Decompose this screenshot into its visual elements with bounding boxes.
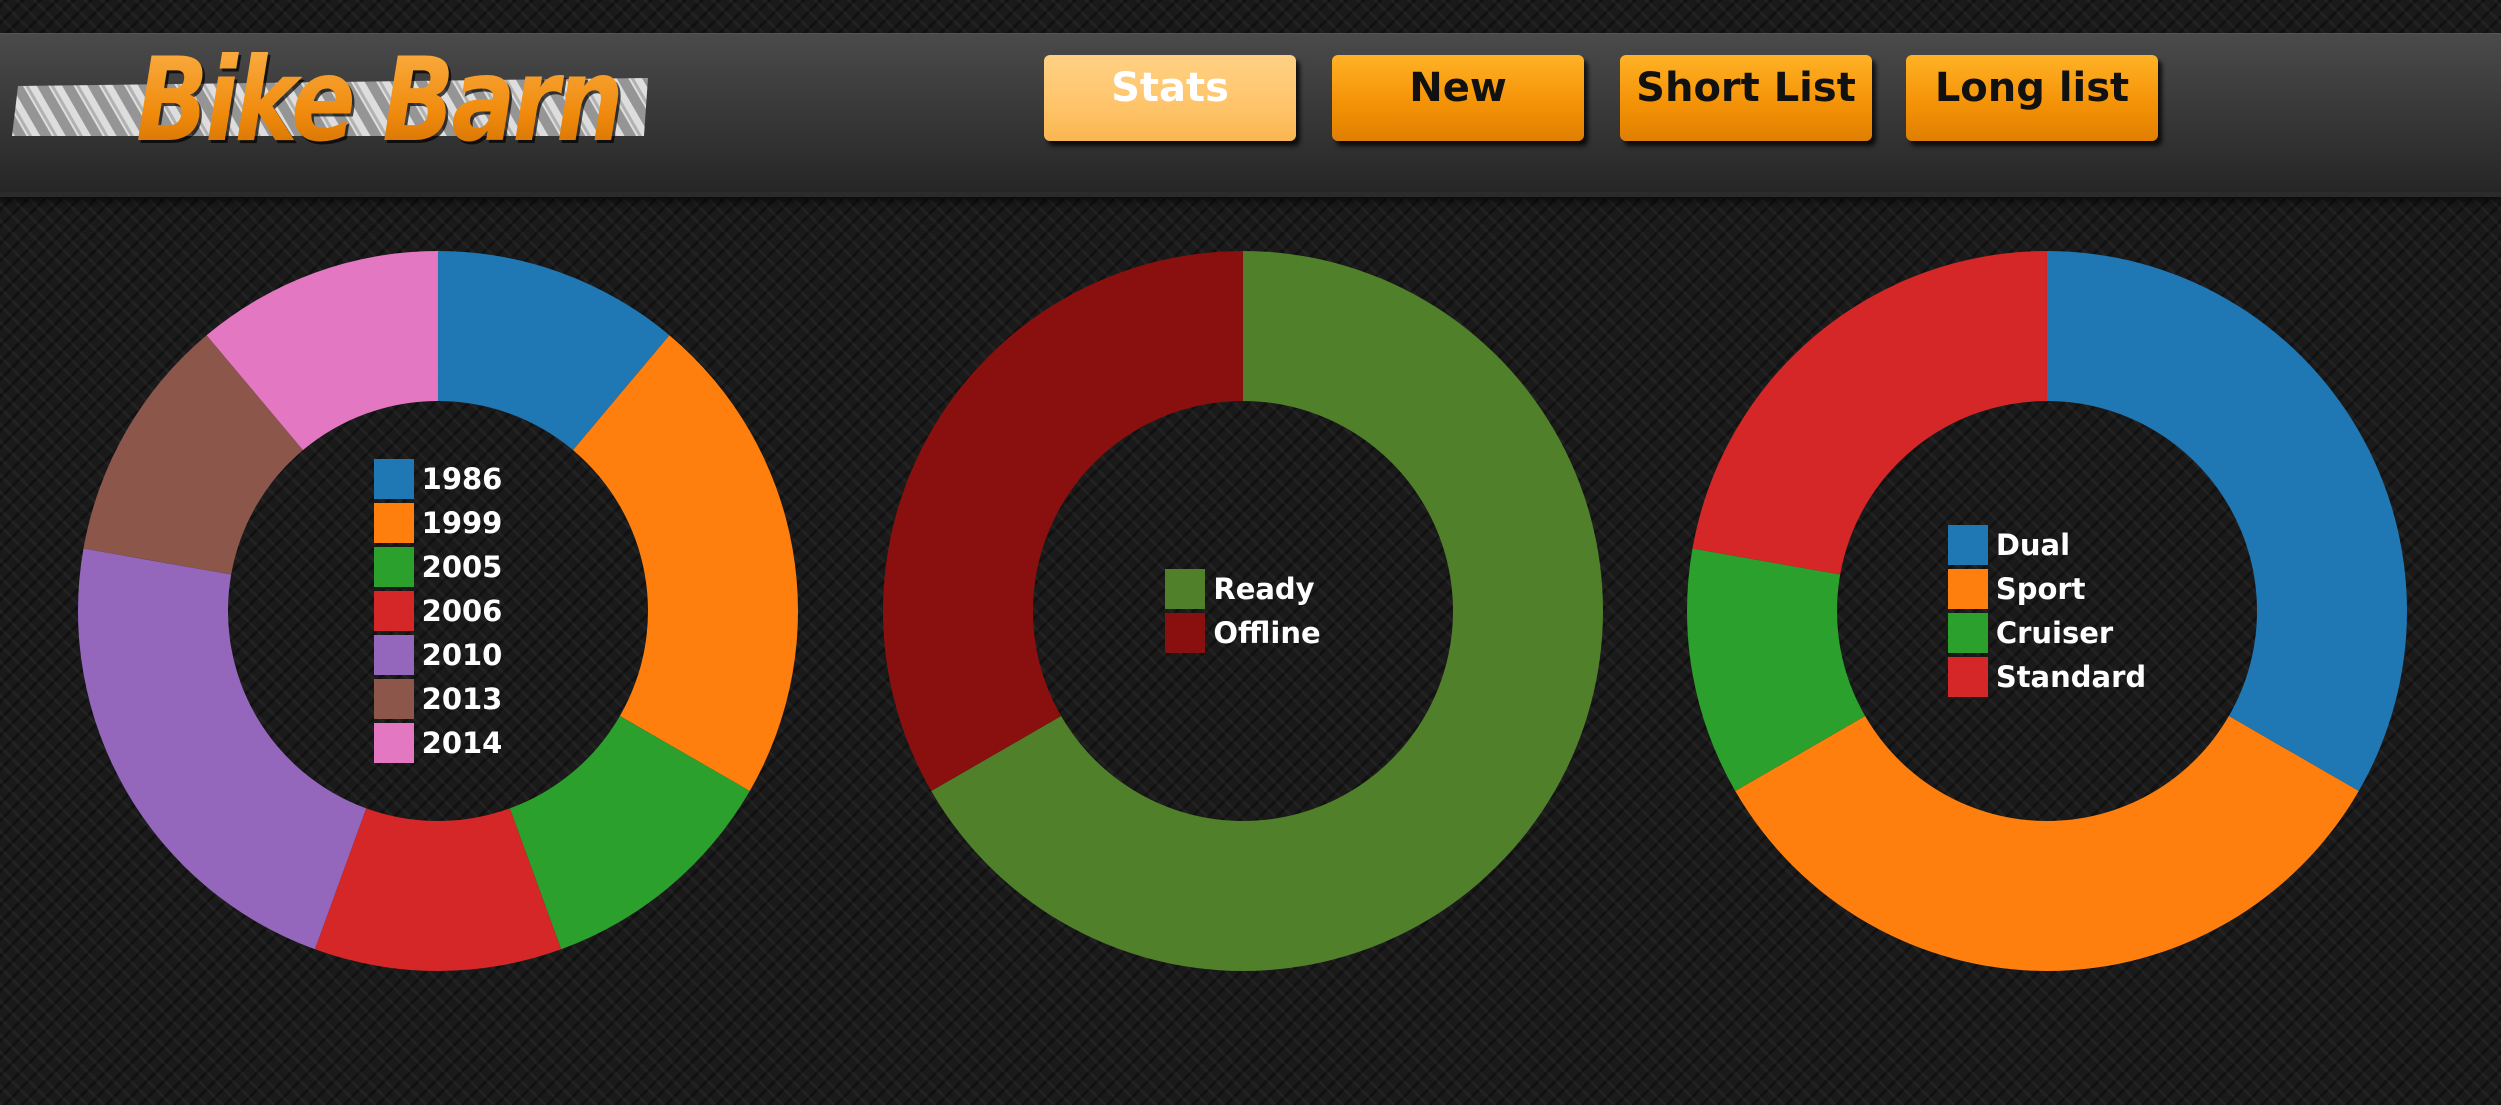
donut-slice-ready[interactable] xyxy=(931,251,1603,971)
new-tab-button[interactable]: New xyxy=(1332,55,1584,141)
donut-slice-sport[interactable] xyxy=(1735,716,2359,971)
year-donut-chart: 1986 1999 2005 2006 2010 2013 2014 xyxy=(77,250,799,972)
donut-svg xyxy=(77,251,798,972)
long-list-tab-button[interactable]: Long list xyxy=(1906,55,2158,141)
header-bar: Bike Barn Stats New Short List Long list xyxy=(0,33,2501,197)
donut-slice-1999[interactable] xyxy=(572,335,798,791)
donut-slice-2010[interactable] xyxy=(77,548,367,950)
donut-slice-dual[interactable] xyxy=(2047,251,2407,791)
logo-text: Bike Barn xyxy=(136,33,624,168)
type-donut-chart: Dual Sport Cruiser Standard xyxy=(1686,250,2408,972)
donut-slice-cruiser[interactable] xyxy=(1687,548,1866,791)
status-donut-chart: Ready Offline xyxy=(882,250,1604,972)
donut-slice-2013[interactable] xyxy=(83,335,303,575)
donut-slice-standard[interactable] xyxy=(1692,251,2047,575)
donut-svg xyxy=(883,251,1603,971)
donut-svg xyxy=(1687,251,2407,971)
donut-slice-2005[interactable] xyxy=(509,716,750,950)
stats-tab-button[interactable]: Stats xyxy=(1044,55,1296,141)
donut-slice-1986[interactable] xyxy=(438,251,670,451)
tire-tread-icon xyxy=(12,78,648,136)
bike-barn-logo[interactable]: Bike Barn xyxy=(8,36,648,166)
donut-slice-2014[interactable] xyxy=(206,251,438,451)
short-list-tab-button[interactable]: Short List xyxy=(1620,55,1872,141)
donut-slice-2006[interactable] xyxy=(314,808,562,972)
donut-slice-offline[interactable] xyxy=(883,251,1243,791)
